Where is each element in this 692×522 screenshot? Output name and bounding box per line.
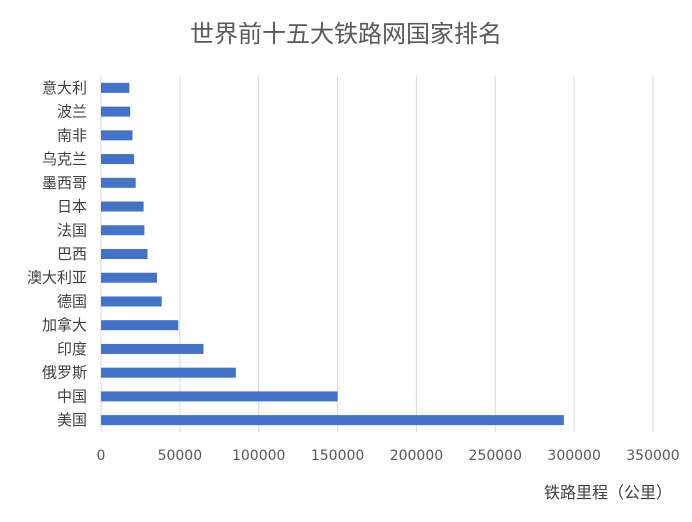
bar-0 <box>101 82 130 93</box>
x-tick-label: 350000 <box>626 448 679 464</box>
x-tick-label: 0 <box>97 448 106 464</box>
category-label: 德国 <box>57 292 87 310</box>
gridlines <box>100 76 654 432</box>
category-label: 美国 <box>57 411 87 429</box>
category-label: 加拿大 <box>42 316 87 334</box>
category-label: 法国 <box>57 221 87 239</box>
bar-4 <box>101 177 136 188</box>
bar-7 <box>101 249 148 259</box>
bar-10 <box>101 320 179 331</box>
x-tick-label: 100000 <box>232 448 285 464</box>
x-tick-label: 200000 <box>390 448 443 464</box>
bar-9 <box>101 296 162 307</box>
bar-14 <box>101 415 564 426</box>
category-label: 乌克兰 <box>42 150 87 168</box>
bar-2 <box>101 130 133 141</box>
category-label: 南非 <box>57 126 87 144</box>
x-tick-label: 50000 <box>158 448 203 464</box>
bar-5 <box>101 201 144 212</box>
bar-3 <box>101 154 135 165</box>
category-label: 澳大利亚 <box>27 269 87 287</box>
x-tick-label: 150000 <box>311 448 364 464</box>
bar-6 <box>101 225 145 236</box>
x-tick-label: 250000 <box>469 448 522 464</box>
x-tick-label: 300000 <box>547 448 600 464</box>
category-label: 日本 <box>57 198 87 216</box>
category-label: 俄罗斯 <box>42 364 87 382</box>
bars <box>101 82 564 426</box>
bar-11 <box>101 343 204 354</box>
category-label: 中国 <box>57 387 87 405</box>
bar-1 <box>101 106 131 117</box>
category-label: 墨西哥 <box>42 174 87 192</box>
chart-title: 世界前十五大铁路网国家排名 <box>190 20 502 48</box>
bar-12 <box>101 367 236 378</box>
category-label: 意大利 <box>42 79 87 97</box>
x-tick-labels: 0 50000 100000 150000 200000 250000 300000 3500… <box>97 448 680 464</box>
bar-13 <box>101 391 338 402</box>
x-axis-title: 铁路里程（公里） <box>544 483 672 502</box>
category-label: 波兰 <box>57 103 87 121</box>
category-label: 印度 <box>57 340 87 358</box>
bar-8 <box>101 272 157 283</box>
category-label: 巴西 <box>57 245 87 263</box>
